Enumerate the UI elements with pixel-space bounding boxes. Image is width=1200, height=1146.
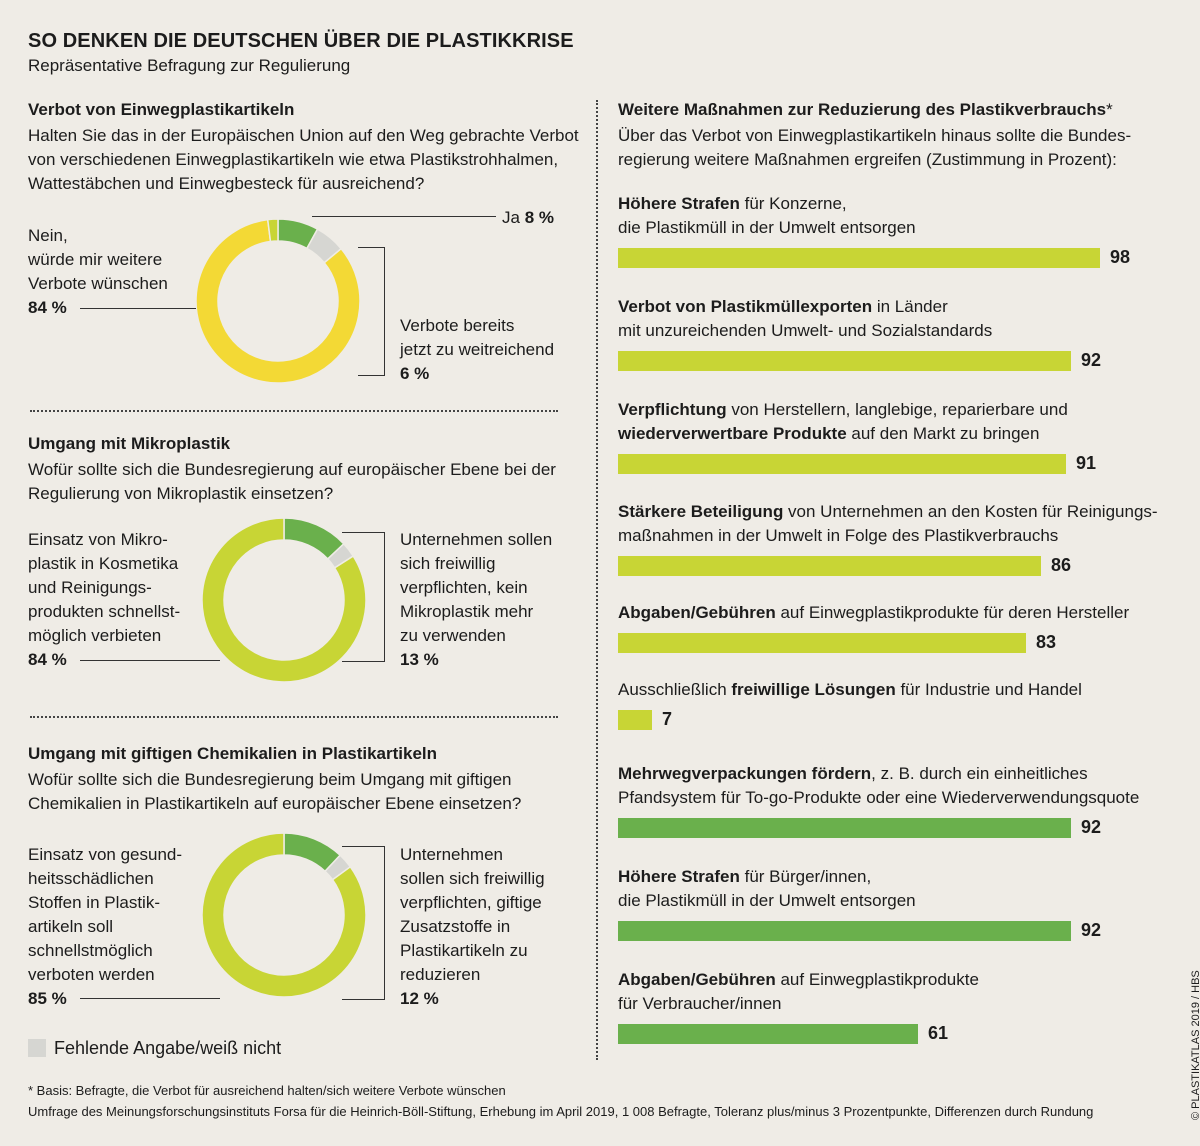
bar-item: Mehrwegverpackungen fördern, z. B. durch… <box>618 762 1178 840</box>
bar-value: 86 <box>1051 555 1072 575</box>
bar-label: Stärkere Beteiligung von Unternehmen an … <box>618 502 1158 521</box>
bar-label: die Plastikmüll in der Umwelt entsorgen <box>618 891 916 910</box>
section1-label-no: Nein, würde mir weitere Verbote wünschen… <box>28 226 168 317</box>
bar-label: für Verbraucher/innen <box>618 994 782 1013</box>
legend-label-missing: Fehlende Angabe/weiß nicht <box>54 1038 282 1058</box>
bar <box>618 556 1041 576</box>
bar <box>618 248 1100 268</box>
footnote: * Basis: Befragte, die Verbot für ausrei… <box>28 1083 506 1098</box>
bar-value: 98 <box>1110 247 1131 267</box>
leader-line <box>80 308 196 309</box>
credit: © PLASTIKATLAS 2019 / HBS <box>1190 970 1200 1120</box>
divider <box>30 716 558 718</box>
section3-label-ban: Einsatz von gesund- heitsschädlichen Sto… <box>28 845 183 1008</box>
divider <box>30 410 558 412</box>
donut-chart-3 <box>201 832 367 998</box>
bar-value: 92 <box>1081 350 1102 370</box>
bar <box>618 1024 918 1044</box>
bar <box>618 710 652 730</box>
bar-item: Verbot von Plastikmüllexporten in Länder… <box>618 295 1178 373</box>
bar-label: Höhere Strafen für Konzerne, <box>618 194 847 213</box>
bar-label: mit unzureichenden Umwelt- und Sozialsta… <box>618 321 993 340</box>
bar-label: wiederverwertbare Produkte auf den Markt… <box>618 424 1040 443</box>
donut-chart-1 <box>195 218 361 384</box>
bar <box>618 633 1026 653</box>
bar-item: Abgaben/Gebühren auf Einwegplastikproduk… <box>618 968 1178 1046</box>
bar-label: Abgaben/Gebühren auf Einwegplastikproduk… <box>618 603 1130 622</box>
bar-value: 61 <box>928 1023 949 1043</box>
bar-item: Ausschließlich freiwillige Lösungen für … <box>618 678 1178 732</box>
section3-question: Wofür sollte sich die Bundesregierung be… <box>28 770 522 813</box>
bar-value: 91 <box>1076 453 1097 473</box>
right-panel-title: Weitere Maßnahmen zur Reduzierung des Pl… <box>618 100 1113 119</box>
bar-item: Stärkere Beteiligung von Unternehmen an … <box>618 500 1178 578</box>
page-title: SO DENKEN DIE DEUTSCHEN ÜBER DIE PLASTIK… <box>28 30 574 52</box>
bar-label: Ausschließlich freiwillige Lösungen für … <box>618 680 1082 699</box>
donut-slice <box>195 218 361 384</box>
section2-question: Wofür sollte sich die Bundesregierung au… <box>28 460 556 503</box>
section1-question: Halten Sie das in der Europäischen Union… <box>28 126 579 193</box>
section1-label-yes: Ja 8 % <box>502 208 554 227</box>
bar <box>618 454 1066 474</box>
bar-label: maßnahmen in der Umwelt in Folge des Pla… <box>618 526 1059 545</box>
bar-label: Höhere Strafen für Bürger/innen, <box>618 867 872 886</box>
bar-value: 92 <box>1081 817 1102 837</box>
leader-line <box>80 998 220 999</box>
bar <box>618 351 1071 371</box>
section1-label-too-far: Verbote bereits jetzt zu weitreichend 6 … <box>400 316 555 383</box>
bar-item: Abgaben/Gebühren auf Einwegplastikproduk… <box>618 601 1178 655</box>
legend-swatch-missing <box>28 1039 46 1057</box>
leader-line <box>342 532 385 662</box>
bar-label: Pfandsystem für To-go-Produkte oder eine… <box>618 788 1140 807</box>
column-divider <box>596 100 598 1060</box>
bar-label: die Plastikmüll in der Umwelt entsorgen <box>618 218 916 237</box>
bar <box>618 921 1071 941</box>
donut-chart-2 <box>201 517 367 683</box>
bar-item: Verpflichtung von Herstellern, langlebig… <box>618 398 1178 476</box>
section3-label-voluntary: Unternehmen sollen sich freiwillig verpf… <box>400 845 545 1008</box>
bar-label: Verbot von Plastikmüllexporten in Länder <box>618 297 948 316</box>
donut-slice <box>201 517 367 683</box>
section2-label-ban: Einsatz von Mikro- plastik in Kosmetika … <box>28 530 181 669</box>
donut-slice <box>201 832 367 998</box>
bar <box>618 818 1071 838</box>
leader-line <box>312 216 496 217</box>
right-panel-intro: Über das Verbot von Einwegplastikartikel… <box>618 126 1132 169</box>
source-note: Umfrage des Meinungsforschungsinstituts … <box>28 1104 1094 1119</box>
bar-value: 92 <box>1081 920 1102 940</box>
donut-slice <box>266 218 279 243</box>
leader-line <box>80 660 220 661</box>
bar-item: Höhere Strafen für Konzerne, die Plastikm… <box>618 192 1178 270</box>
bar-value: 83 <box>1036 632 1057 652</box>
section3-title: Umgang mit giftigen Chemikalien in Plast… <box>28 744 438 763</box>
page-subtitle: Repräsentative Befragung zur Regulierung <box>28 56 351 75</box>
bar-item: Höhere Strafen für Bürger/innen, die Plas… <box>618 865 1178 943</box>
bar-label: Verpflichtung von Herstellern, langlebig… <box>618 400 1068 419</box>
bar-value: 7 <box>662 709 673 729</box>
section2-label-voluntary: Unternehmen sollen sich freiwillig verpf… <box>400 530 553 669</box>
section2-title: Umgang mit Mikroplastik <box>28 434 231 453</box>
leader-line <box>342 846 385 1000</box>
section1-title: Verbot von Einwegplastikartikeln <box>28 100 295 119</box>
leader-line <box>358 247 385 376</box>
bar-label: Mehrwegverpackungen fördern, z. B. durch… <box>618 764 1088 783</box>
bar-label: Abgaben/Gebühren auf Einwegplastikproduk… <box>618 970 979 989</box>
